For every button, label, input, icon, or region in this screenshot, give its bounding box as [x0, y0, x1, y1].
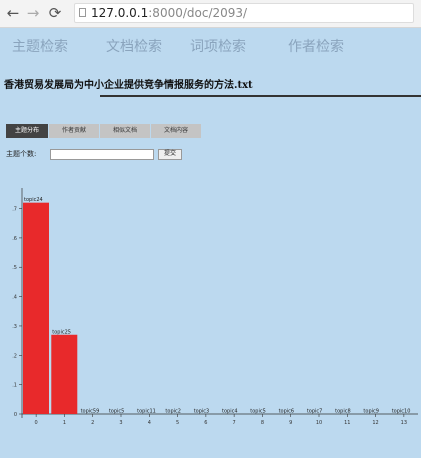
y-tick-label: 0 [14, 412, 17, 418]
x-tick-label: 10 [316, 420, 322, 426]
x-tick-label: 7 [233, 420, 236, 426]
x-tick-label: 0 [35, 420, 38, 426]
url-path: :8000/doc/2093/ [148, 6, 248, 20]
nav-document-search[interactable]: 文档检索 [106, 39, 162, 55]
y-tick-label: .2 [12, 353, 17, 359]
url-host: 127.0.0.1 [91, 6, 149, 20]
tab-similar-documents[interactable]: 相似文档 [100, 124, 150, 138]
bar-data-label: topic11 [137, 409, 156, 415]
browser-toolbar: ← → ⟳ 127.0.0.1:8000/doc/2093/ [0, 0, 421, 28]
reload-icon[interactable]: ⟳ [48, 4, 62, 22]
title-divider [100, 95, 421, 97]
page-icon [79, 8, 86, 17]
bar-data-label: topic4 [222, 409, 238, 415]
bar-data-label: topic9 [363, 409, 379, 415]
chart-bar[interactable] [23, 202, 49, 414]
tab-author-contribution[interactable]: 作者贡献 [49, 124, 99, 138]
bar-data-label: topic5 [250, 409, 266, 415]
x-tick-label: 11 [344, 420, 350, 426]
bar-data-label: topic3 [194, 409, 210, 415]
bar-data-label: topic2 [165, 409, 181, 415]
y-tick-label: .4 [12, 295, 17, 301]
x-tick-label: 2 [91, 420, 94, 426]
x-tick-label: 13 [401, 420, 407, 426]
x-tick-label: 8 [261, 420, 264, 426]
topic-count-input[interactable] [50, 149, 154, 160]
tab-document-content[interactable]: 文档内容 [151, 124, 201, 138]
bar-data-label: topic10 [392, 409, 411, 415]
bar-data-label: topic25 [52, 329, 71, 335]
tab-topic-distribution[interactable]: 主题分布 [6, 124, 48, 138]
address-bar[interactable]: 127.0.0.1:8000/doc/2093/ [74, 3, 414, 23]
chart-bar[interactable] [51, 334, 78, 414]
x-tick-label: 9 [289, 420, 292, 426]
x-tick-label: 5 [176, 420, 179, 426]
page-content: 主题检索 文档检索 词项检索 作者检索 香港贸易发展局为中小企业提供竞争情报服务… [0, 28, 421, 454]
y-tick-label: .3 [12, 324, 17, 330]
x-tick-label: 1 [63, 420, 66, 426]
chart-svg: 0.1.2.3.4.5.6.7topic240topic251topic592t… [12, 188, 418, 426]
y-tick-label: .5 [12, 265, 17, 271]
nav-author-search[interactable]: 作者检索 [288, 39, 344, 55]
topic-distribution-chart: 0.1.2.3.4.5.6.7 topic24 0 topic25 1 topic59 2 t… [0, 178, 421, 454]
bar-data-label: topic7 [307, 409, 323, 415]
y-tick-label: .1 [12, 383, 17, 389]
bar-data-label: topic5 [109, 409, 125, 415]
back-arrow-icon[interactable]: ← [6, 4, 20, 22]
bar-data-label: topic59 [81, 409, 100, 415]
x-tick-label: 12 [372, 420, 378, 426]
bar-data-label: topic24 [24, 197, 43, 203]
bar-data-label: topic6 [279, 409, 295, 415]
nav-term-search[interactable]: 词项检索 [190, 39, 246, 55]
topic-count-label: 主题个数: [6, 150, 37, 158]
y-tick-label: .7 [12, 207, 17, 213]
x-tick-label: 6 [204, 420, 207, 426]
x-tick-label: 4 [148, 420, 151, 426]
submit-button[interactable]: 提交 [158, 149, 182, 160]
bar-data-label: topic8 [335, 409, 351, 415]
forward-arrow-icon[interactable]: → [26, 4, 40, 22]
x-tick-label: 3 [119, 420, 122, 426]
document-title: 香港贸易发展局为中小企业提供竞争情报服务的方法.txt [4, 80, 253, 91]
nav-topic-search[interactable]: 主题检索 [12, 39, 68, 55]
y-tick-label: .6 [12, 236, 17, 242]
